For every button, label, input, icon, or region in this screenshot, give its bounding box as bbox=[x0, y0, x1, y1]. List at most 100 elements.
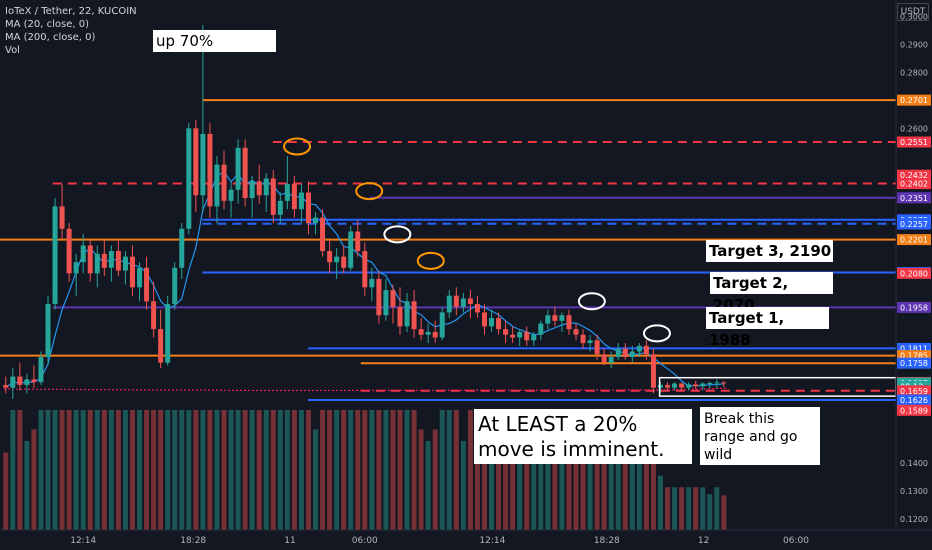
volume-bar bbox=[721, 495, 727, 530]
candle-body bbox=[397, 306, 403, 327]
candle-body bbox=[270, 178, 276, 215]
volume-bar bbox=[566, 417, 572, 530]
highlight-circle bbox=[416, 251, 445, 270]
candle-body bbox=[362, 251, 368, 288]
candle-body bbox=[45, 304, 51, 358]
price-label: 0.1626 bbox=[900, 396, 928, 405]
price-label: 0.2351 bbox=[900, 194, 928, 203]
ma20-legend: MA (20, close, 0) bbox=[5, 19, 90, 30]
volume-bar bbox=[559, 440, 565, 530]
price-label-bg bbox=[897, 301, 931, 313]
candle-body bbox=[707, 382, 713, 384]
candle-body bbox=[122, 256, 128, 271]
ma200-line bbox=[3, 387, 726, 392]
candle-body bbox=[629, 351, 635, 358]
volume-bar bbox=[172, 410, 178, 530]
break-range-line3: wild bbox=[704, 447, 733, 463]
price-label: 0.1659 bbox=[900, 387, 928, 396]
range-box bbox=[658, 376, 897, 397]
candle-body bbox=[129, 256, 135, 288]
candle-body bbox=[517, 331, 523, 338]
x-tick-label: 06:00 bbox=[352, 536, 378, 546]
volume-bar bbox=[489, 429, 495, 530]
volume-bar bbox=[496, 429, 502, 530]
candle-body bbox=[481, 312, 487, 327]
volume-bar bbox=[193, 410, 199, 530]
y-tick-label: 0.2800 bbox=[900, 69, 928, 78]
candle-body bbox=[383, 290, 389, 316]
price-label-bg bbox=[897, 234, 931, 246]
volume-bar bbox=[643, 440, 649, 530]
volume-bar bbox=[59, 410, 65, 530]
candle-body bbox=[608, 357, 614, 363]
candle-body bbox=[313, 217, 319, 224]
volume-bar bbox=[686, 487, 692, 530]
candle-body bbox=[242, 147, 248, 199]
volume-bar bbox=[144, 410, 150, 530]
candle-body bbox=[700, 383, 706, 387]
price-label: 0.2201 bbox=[900, 236, 928, 245]
candle-body bbox=[432, 331, 438, 338]
candle-body bbox=[467, 298, 473, 305]
volume-bar bbox=[221, 410, 227, 530]
volume-bar bbox=[10, 410, 16, 530]
y-tick-label: 0.2900 bbox=[900, 41, 928, 50]
price-label: 0.1785 bbox=[900, 352, 928, 361]
price-label-bg bbox=[897, 404, 931, 416]
candle-body bbox=[101, 253, 107, 268]
volume-bar bbox=[474, 429, 480, 530]
volume-bar bbox=[573, 452, 579, 530]
candle-body bbox=[87, 245, 93, 274]
volume-bar bbox=[270, 410, 276, 530]
volume-bar bbox=[348, 410, 354, 530]
candle-body bbox=[73, 262, 79, 274]
up70-note: up 70% bbox=[153, 30, 276, 52]
candle-body bbox=[38, 357, 44, 383]
candle-body bbox=[679, 383, 685, 388]
candle-body bbox=[144, 267, 150, 302]
price-label-bg bbox=[897, 357, 931, 369]
volume-bar bbox=[94, 410, 100, 530]
volume-bar bbox=[580, 440, 586, 530]
volume-bar bbox=[460, 440, 466, 530]
candle-body bbox=[686, 384, 692, 388]
volume-bar bbox=[80, 410, 86, 530]
y-tick-label: 0.2600 bbox=[900, 124, 928, 133]
candle-body bbox=[80, 245, 86, 263]
candles bbox=[3, 25, 727, 399]
volume-bar bbox=[313, 429, 319, 530]
volume-bar bbox=[629, 452, 635, 530]
volume-bar bbox=[341, 410, 347, 530]
volume-bar bbox=[552, 440, 558, 530]
candle-body bbox=[200, 133, 206, 196]
candle-body bbox=[52, 206, 58, 305]
volume-bar bbox=[517, 452, 523, 530]
volume-bar bbox=[122, 410, 128, 530]
price-label-bg bbox=[897, 350, 931, 362]
candle-body bbox=[369, 278, 375, 288]
currency-button[interactable]: USDT bbox=[897, 3, 929, 21]
candle-body bbox=[193, 128, 199, 196]
y-tick-label: 0.3000 bbox=[900, 13, 928, 22]
volume-bar bbox=[256, 410, 262, 530]
candle-body bbox=[524, 331, 530, 341]
candle-body bbox=[327, 251, 333, 263]
volume-bar bbox=[291, 410, 297, 530]
candle-body bbox=[31, 379, 37, 383]
volume-bar bbox=[52, 410, 58, 530]
break-range-line1: Break this bbox=[704, 411, 775, 427]
price-label: 0.1589 bbox=[900, 406, 928, 415]
volume-bar bbox=[369, 410, 375, 530]
candle-body bbox=[263, 178, 269, 196]
candle-body bbox=[137, 267, 143, 288]
candle-body bbox=[320, 217, 326, 252]
volume-bar bbox=[263, 410, 269, 530]
candle-body bbox=[721, 382, 727, 384]
volume-bar bbox=[390, 410, 396, 530]
volume-bar bbox=[179, 410, 185, 530]
volume-bar bbox=[151, 410, 157, 530]
volume-bar bbox=[45, 410, 51, 530]
candle-body bbox=[657, 384, 663, 388]
candle-body bbox=[341, 256, 347, 268]
